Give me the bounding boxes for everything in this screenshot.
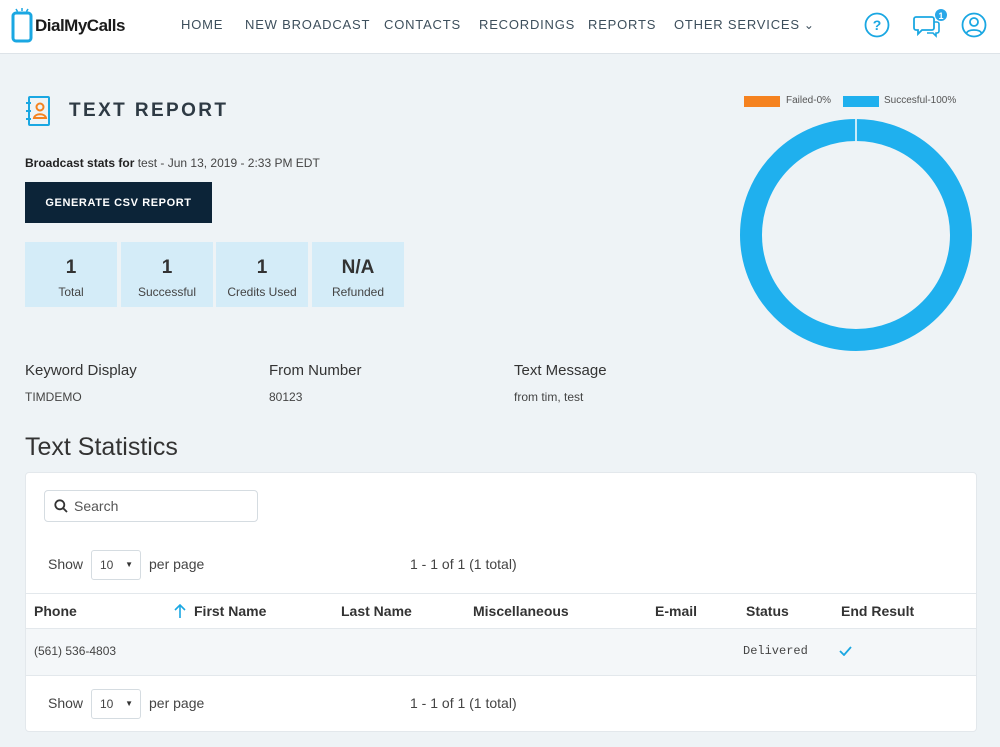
per-page-select-bottom[interactable]: 10 ▼ <box>91 689 141 719</box>
column-first-name[interactable]: First Name <box>194 603 267 619</box>
divider <box>26 593 976 594</box>
broadcast-stats-detail: test - Jun 13, 2019 - 2:33 PM EDT <box>137 156 320 170</box>
show-label-top: Show <box>48 556 84 572</box>
nav-other-services[interactable]: OTHER SERVICES ⌄ <box>674 17 815 32</box>
text-message-value: from tim, test <box>514 390 584 404</box>
search-input[interactable]: Search <box>44 490 258 522</box>
search-icon <box>54 499 68 513</box>
stat-refunded: N/A Refunded <box>312 242 404 307</box>
caret-down-icon: ▼ <box>125 560 133 569</box>
per-page-select-top[interactable]: 10 ▼ <box>91 550 141 580</box>
phone-logo-icon <box>11 8 33 43</box>
divider <box>26 675 976 676</box>
nav-other-services-label: OTHER SERVICES <box>674 17 800 32</box>
column-email[interactable]: E-mail <box>655 603 698 619</box>
cell-phone: (561) 536-4803 <box>34 644 117 658</box>
question-circle-icon[interactable]: ? <box>864 12 890 38</box>
stat-value: 1 <box>256 257 268 278</box>
top-navigation-bar: DialMyCalls HOME NEW BROADCAST CONTACTS … <box>0 0 1000 54</box>
nav-recordings[interactable]: RECORDINGS <box>479 17 576 32</box>
per-page-value: 10 <box>100 558 114 572</box>
stat-label: Successful <box>137 285 197 299</box>
svg-text:?: ? <box>873 17 882 33</box>
legend-label-failed: Failed-0% <box>786 95 832 106</box>
chat-bubbles-icon[interactable] <box>913 12 941 38</box>
stat-label: Credits Used <box>227 285 297 299</box>
per-page-label-top: per page <box>149 556 205 572</box>
text-statistics-title: Text Statistics <box>25 433 178 461</box>
stat-credits-used: 1 Credits Used <box>216 242 308 307</box>
nav-new-broadcast[interactable]: NEW BROADCAST <box>245 17 371 32</box>
stat-label: Total <box>58 285 84 299</box>
nav-contacts[interactable]: CONTACTS <box>384 17 461 32</box>
show-label-bottom: Show <box>48 695 84 711</box>
range-text-bottom: 1 - 1 of 1 (1 total) <box>410 695 517 711</box>
user-circle-icon[interactable] <box>961 12 987 38</box>
stat-value: 1 <box>161 257 173 278</box>
page-title: TEXT REPORT <box>69 100 229 121</box>
broadcast-stats-prefix: Broadcast stats for <box>25 156 135 170</box>
search-placeholder: Search <box>74 498 119 514</box>
sort-arrow-up-icon[interactable] <box>174 604 186 618</box>
contact-book-icon <box>26 96 50 126</box>
stat-label: Refunded <box>331 285 385 299</box>
generate-csv-report-button[interactable]: GENERATE CSV REPORT <box>25 182 212 223</box>
stat-total: 1 Total <box>25 242 117 307</box>
divider <box>26 628 976 629</box>
caret-down-icon: ▼ <box>125 699 133 708</box>
column-phone[interactable]: Phone <box>34 603 77 619</box>
chevron-down-icon: ⌄ <box>803 18 815 32</box>
range-text-top: 1 - 1 of 1 (1 total) <box>410 556 517 572</box>
text-message-label: Text Message <box>514 362 607 379</box>
message-count-badge: 1 <box>934 8 948 22</box>
table-row[interactable] <box>26 629 976 675</box>
check-icon <box>839 646 852 656</box>
legend-swatch-successful <box>843 96 879 107</box>
cell-status: Delivered <box>743 644 808 658</box>
legend-swatch-failed <box>744 96 780 107</box>
per-page-label-bottom: per page <box>149 695 205 711</box>
text-statistics-card: Search Show 10 ▼ per page 1 - 1 of 1 (1 … <box>25 472 977 732</box>
column-status[interactable]: Status <box>746 603 789 619</box>
donut-slice-succesful-100[interactable] <box>740 119 972 351</box>
column-last-name[interactable]: Last Name <box>341 603 412 619</box>
keyword-display-value: TIMDEMO <box>25 390 82 404</box>
broadcast-stats-line: Broadcast stats for test - Jun 13, 2019 … <box>25 156 320 170</box>
stat-successful: 1 Successful <box>121 242 213 307</box>
keyword-display-label: Keyword Display <box>25 362 137 379</box>
from-number-value: 80123 <box>269 390 303 404</box>
legend-label-successful: Succesful-100% <box>884 95 957 106</box>
column-miscellaneous[interactable]: Miscellaneous <box>473 603 569 619</box>
nav-reports[interactable]: REPORTS <box>588 17 657 32</box>
per-page-value: 10 <box>100 697 114 711</box>
stat-value: 1 <box>65 257 77 278</box>
donut-chart <box>740 119 972 351</box>
stat-value: N/A <box>341 257 375 278</box>
nav-home[interactable]: HOME <box>181 17 224 32</box>
from-number-label: From Number <box>269 362 362 379</box>
logo-text: DialMyCalls <box>35 16 125 35</box>
column-end-result[interactable]: End Result <box>841 603 915 619</box>
dialmycalls-logo[interactable]: DialMyCalls <box>10 8 125 44</box>
